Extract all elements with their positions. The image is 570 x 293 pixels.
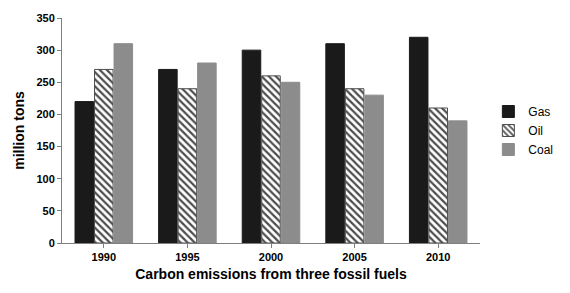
svg-text:0: 0 — [49, 237, 55, 249]
svg-text:300: 300 — [36, 44, 54, 56]
svg-text:Carbon emissions from three fo: Carbon emissions from three fossil fuels — [135, 266, 407, 282]
svg-text:1990: 1990 — [92, 251, 116, 263]
svg-text:Oil: Oil — [528, 124, 543, 138]
svg-text:Coal: Coal — [528, 143, 553, 157]
svg-text:100: 100 — [36, 173, 54, 185]
svg-text:2010: 2010 — [426, 251, 450, 263]
svg-text:50: 50 — [43, 205, 55, 217]
svg-text:1995: 1995 — [175, 251, 199, 263]
svg-text:2000: 2000 — [259, 251, 283, 263]
svg-text:million tons: million tons — [11, 91, 27, 170]
svg-text:200: 200 — [36, 108, 54, 120]
svg-text:2005: 2005 — [342, 251, 366, 263]
svg-text:Gas: Gas — [528, 105, 550, 119]
svg-text:150: 150 — [36, 140, 54, 152]
svg-text:250: 250 — [36, 76, 54, 88]
svg-text:350: 350 — [36, 12, 54, 24]
